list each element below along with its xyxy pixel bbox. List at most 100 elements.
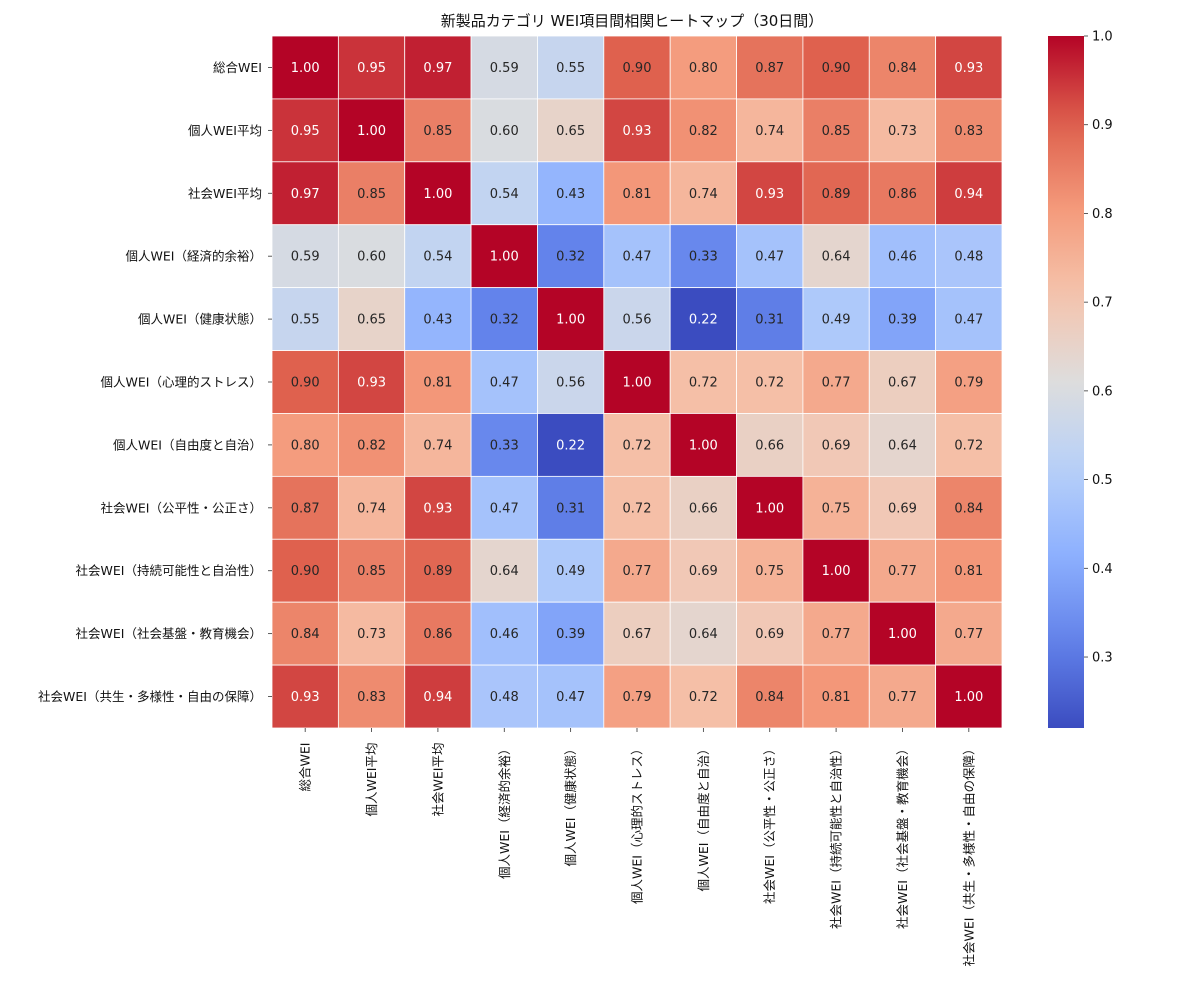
- heatmap-cell: [603, 224, 671, 289]
- cell-value-label: 0.56: [623, 313, 652, 328]
- cell-value-label: 0.93: [623, 124, 652, 139]
- y-tick-label: 個人WEI（経済的余裕）: [126, 249, 262, 264]
- cell-value-label: 0.77: [888, 690, 917, 705]
- colorbar-tick-label: 1.0: [1092, 30, 1113, 45]
- cell-value-label: 0.47: [755, 250, 784, 265]
- cell-value-label: 0.47: [623, 250, 652, 265]
- heatmap-cell: [669, 161, 737, 226]
- cell-value-label: 0.73: [357, 627, 386, 642]
- cell-value-label: 0.94: [423, 690, 452, 705]
- cell-value-label: 0.95: [357, 61, 386, 76]
- cell-value-label: 0.60: [357, 250, 386, 265]
- heatmap-cell: [868, 664, 937, 729]
- heatmap-cell: [603, 538, 671, 603]
- cell-value-label: 0.74: [357, 501, 386, 516]
- cell-value-label: 0.90: [291, 564, 320, 579]
- heatmap-cell: [470, 224, 538, 289]
- heatmap-cell: [271, 538, 339, 603]
- heatmap-cell: [669, 538, 737, 603]
- cell-value-label: 0.80: [291, 438, 320, 453]
- heatmap-cell: [404, 98, 472, 163]
- cell-value-label: 0.60: [490, 124, 519, 139]
- heatmap-cell: [603, 161, 671, 226]
- heatmap-cells: 1.00 0.95 0.97 0.59 0.55 0.90 0.80 0.87 0.90 0.84…: [271, 35, 1003, 729]
- heatmap-cell: [603, 35, 671, 100]
- colorbar-gradient: [1048, 36, 1084, 728]
- heatmap-cell: [868, 475, 937, 540]
- heatmap-cell: [404, 601, 472, 666]
- heatmap-cell: [470, 287, 538, 351]
- heatmap-cell: [537, 98, 605, 163]
- cell-value-label: 0.84: [888, 61, 917, 76]
- y-tick-label: 個人WEI（自由度と自治）: [113, 437, 262, 452]
- y-tick-label: 総合WEI: [213, 60, 262, 75]
- cell-value-label: 0.83: [357, 690, 386, 705]
- heatmap-cell: [802, 350, 870, 414]
- colorbar-tick-label: 0.6: [1092, 384, 1113, 399]
- cell-value-label: 0.54: [423, 250, 452, 265]
- y-tick-label: 社会WEI（公平性・公正さ）: [101, 500, 262, 515]
- heatmap-cell: [736, 98, 804, 163]
- heatmap-cell: [603, 287, 671, 351]
- cell-value-label: 0.56: [556, 376, 585, 391]
- cell-value-label: 0.22: [689, 313, 718, 328]
- cell-value-label: 0.64: [490, 564, 519, 579]
- cell-value-label: 0.77: [888, 564, 917, 579]
- heatmap-cell: [404, 664, 472, 729]
- cell-value-label: 0.69: [822, 438, 851, 453]
- heatmap-cell: [404, 287, 472, 351]
- cell-value-label: 0.72: [954, 438, 983, 453]
- cell-value-label: 0.85: [822, 124, 851, 139]
- cell-value-label: 1.00: [556, 313, 585, 328]
- x-tick-label: 個人WEI（心理的ストレス）: [630, 743, 645, 904]
- heatmap-cell: [470, 413, 538, 477]
- cell-value-label: 0.90: [822, 61, 851, 76]
- heatmap-cell: [603, 601, 671, 666]
- heatmap-cell: [271, 664, 339, 729]
- heatmap-cell: [802, 224, 870, 289]
- y-tick-label: 個人WEI（健康状態）: [138, 312, 262, 327]
- cell-value-label: 0.97: [291, 187, 320, 202]
- cell-value-label: 0.81: [623, 187, 652, 202]
- heatmap-cell: [935, 475, 1003, 540]
- cell-value-label: 0.79: [623, 690, 652, 705]
- colorbar-tick-label: 0.5: [1092, 473, 1113, 488]
- cell-value-label: 0.64: [689, 627, 718, 642]
- heatmap-cell: [470, 538, 538, 603]
- colorbar-tick-label: 0.7: [1092, 296, 1113, 311]
- heatmap-cell: [669, 287, 737, 351]
- heatmap-cell: [271, 161, 339, 226]
- y-tick-label: 社会WEI（共生・多様性・自由の保障）: [38, 689, 262, 704]
- cell-value-label: 1.00: [357, 124, 386, 139]
- heatmap-cell: [337, 98, 406, 163]
- y-tick-label: 個人WEI平均: [188, 123, 262, 138]
- colorbar-tick-label: 0.9: [1092, 118, 1113, 133]
- heatmap-cell: [537, 475, 605, 540]
- colorbar-tick-label: 0.3: [1092, 651, 1113, 666]
- cell-value-label: 0.22: [556, 438, 585, 453]
- heatmap-cell: [271, 475, 339, 540]
- heatmap-cell: [935, 35, 1003, 100]
- cell-value-label: 0.84: [755, 690, 784, 705]
- heatmap-cell: [271, 35, 339, 100]
- cell-value-label: 0.85: [357, 564, 386, 579]
- cell-value-label: 0.64: [888, 438, 917, 453]
- heatmap-cell: [935, 224, 1003, 289]
- cell-value-label: 0.82: [689, 124, 718, 139]
- heatmap-cell: [868, 287, 937, 351]
- cell-value-label: 0.48: [490, 690, 519, 705]
- cell-value-label: 0.48: [954, 250, 983, 265]
- cell-value-label: 1.00: [423, 187, 452, 202]
- cell-value-label: 0.55: [291, 313, 320, 328]
- cell-value-label: 0.31: [755, 313, 784, 328]
- cell-value-label: 0.75: [755, 564, 784, 579]
- cell-value-label: 0.74: [755, 124, 784, 139]
- cell-value-label: 0.73: [888, 124, 917, 139]
- cell-value-label: 0.47: [954, 313, 983, 328]
- heatmap-cell: [736, 664, 804, 729]
- heatmap-cell: [470, 475, 538, 540]
- heatmap-cell: [736, 538, 804, 603]
- heatmap-cell: [271, 98, 339, 163]
- heatmap-cell: [935, 98, 1003, 163]
